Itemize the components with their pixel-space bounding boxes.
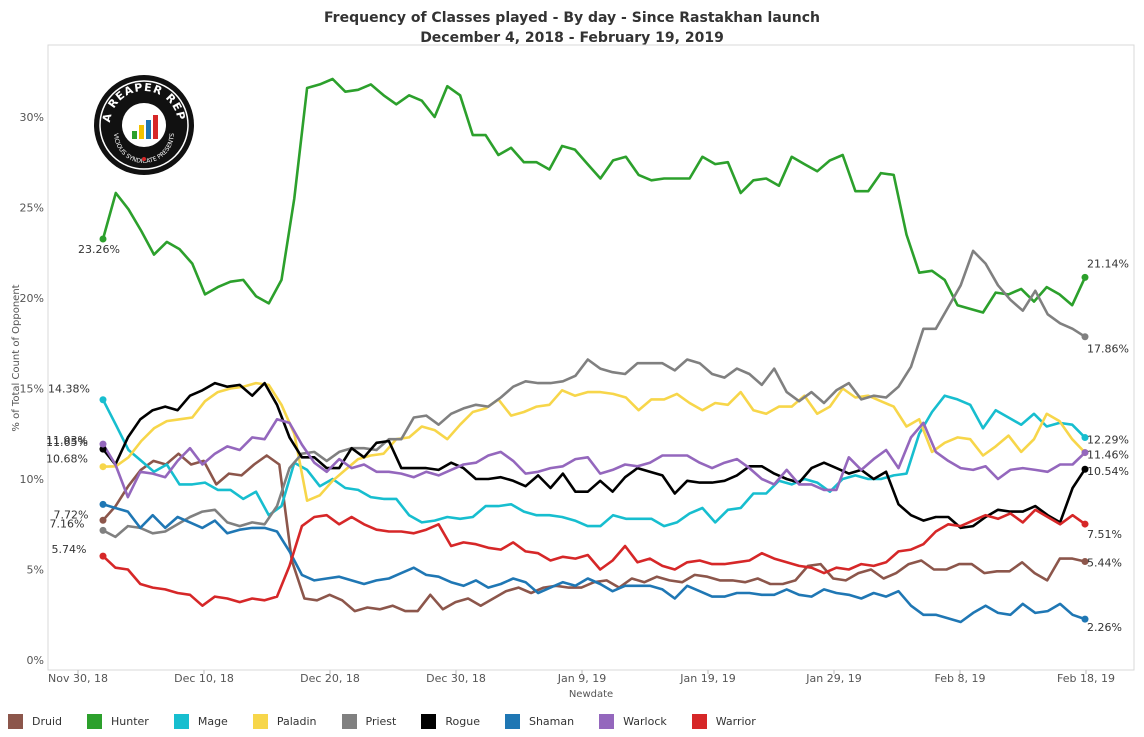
series-line-shaman	[102, 503, 1086, 624]
end-label-priest: 17.86%	[1087, 343, 1129, 356]
end-label-druid: 5.44%	[1087, 557, 1122, 570]
end-label-paladin: 11.46%	[1087, 449, 1129, 462]
start-label-paladin: 10.68%	[46, 453, 88, 466]
legend-swatch	[599, 713, 615, 729]
y-tick-label: 0%	[27, 654, 44, 667]
x-tick-label: Jan 9, 19	[557, 672, 606, 685]
series-start-point-priest	[99, 526, 107, 534]
legend-label: Mage	[197, 714, 228, 728]
start-label-priest: 7.16%	[50, 517, 85, 530]
x-tick-label: Dec 30, 18	[426, 672, 486, 685]
y-tick-label: 10%	[20, 473, 44, 486]
series-end-point-druid	[1081, 558, 1089, 566]
series-end-point-mage	[1081, 434, 1089, 442]
legend-swatch	[87, 713, 103, 729]
legend-item-hunter[interactable]: Hunter	[87, 713, 149, 729]
legend-swatch	[173, 713, 189, 729]
chart-title-block: Frequency of Classes played - By day - S…	[0, 8, 1144, 48]
legend-item-mage[interactable]: Mage	[173, 713, 228, 729]
y-axis-title: % of Total Count of Opponent	[11, 284, 22, 431]
series-start-point-druid	[99, 516, 107, 524]
legend-item-paladin[interactable]: Paladin	[252, 713, 317, 729]
start-label-hunter: 23.26%	[78, 243, 120, 256]
series-line-mage	[101, 394, 1086, 528]
chart-subtitle: December 4, 2018 - February 19, 2019	[420, 30, 724, 46]
series-start-point-warrior	[99, 552, 107, 560]
legend-label: Paladin	[276, 714, 317, 728]
x-tick-label: Dec 10, 18	[174, 672, 234, 685]
series-line-priest	[102, 249, 1086, 539]
start-label-warlock: 11.93%	[46, 434, 88, 447]
series-end-point-hunter	[1081, 273, 1089, 281]
legend-label: Warlock	[623, 714, 667, 728]
series-end-point-priest	[1081, 333, 1089, 341]
series-start-point-paladin	[99, 463, 107, 471]
x-tick-label: Feb 8, 19	[935, 672, 986, 685]
legend-swatch	[421, 713, 437, 729]
end-label-hunter: 21.14%	[1087, 257, 1129, 270]
legend-item-druid[interactable]: Druid	[8, 713, 63, 729]
chart-title: Frequency of Classes played - By day - S…	[324, 10, 820, 26]
end-label-rogue: 10.54%	[1087, 465, 1129, 478]
series-start-point-warlock	[99, 440, 107, 448]
legend-swatch	[691, 713, 707, 729]
legend-label: Hunter	[111, 714, 149, 728]
legend-swatch	[341, 713, 357, 729]
legend-label: Druid	[32, 714, 63, 728]
start-label-rogue: 11.65%	[46, 436, 88, 449]
series-start-point-rogue	[99, 445, 107, 453]
start-label-mage: 14.38%	[48, 383, 90, 396]
legend-swatch	[504, 713, 520, 729]
series-start-point-hunter	[99, 235, 107, 243]
legend-item-rogue[interactable]: Rogue	[421, 713, 480, 729]
y-tick-label: 5%	[27, 564, 44, 577]
legend-label: Rogue	[445, 714, 480, 728]
x-tick-label: Jan 29, 19	[805, 672, 861, 685]
legend-label: Warrior	[715, 714, 756, 728]
series-line-rogue	[101, 381, 1087, 530]
series-start-point-shaman	[99, 500, 107, 508]
legend-item-warrior[interactable]: Warrior	[691, 713, 756, 729]
start-label-warrior: 5.74%	[52, 543, 87, 556]
end-label-shaman: 2.26%	[1087, 621, 1122, 634]
legend-item-warlock[interactable]: Warlock	[599, 713, 667, 729]
x-tick-label: Dec 20, 18	[300, 672, 360, 685]
x-axis-title: Newdate	[569, 689, 613, 700]
series-line-warlock	[101, 418, 1086, 499]
legend-swatch	[8, 713, 23, 729]
series-end-point-rogue	[1081, 465, 1089, 473]
series-end-point-shaman	[1081, 615, 1089, 623]
series-line-warrior	[102, 508, 1086, 607]
y-tick-label: 15%	[20, 383, 44, 396]
series-start-point-mage	[99, 396, 107, 404]
end-label-mage: 12.29%	[1087, 434, 1129, 447]
y-tick-label: 30%	[20, 111, 44, 124]
end-label-warrior: 7.51%	[1087, 528, 1122, 541]
legend: Druid Hunter Mage Paladin Priest Rogue Shaman W…	[8, 711, 781, 731]
y-tick-label: 25%	[20, 202, 44, 215]
line-chart: 0% 5% 10% 15% 20% 25% 30% Nov 30, 18 Dec 10, 18…	[11, 44, 1135, 700]
series-line-druid	[102, 452, 1086, 613]
series-end-point-warlock	[1081, 449, 1089, 457]
start-label-druid: 7.72%	[54, 508, 89, 521]
plot-area	[47, 44, 1135, 671]
series-end-point-warrior	[1081, 520, 1089, 528]
legend-swatch	[252, 713, 268, 729]
series-line-hunter	[101, 77, 1087, 314]
legend-item-shaman[interactable]: Shaman	[504, 713, 575, 729]
legend-label: Shaman	[528, 714, 575, 728]
series-line-paladin	[102, 381, 1086, 502]
x-tick-label: Nov 30, 18	[48, 672, 108, 685]
legend-label: Priest	[365, 714, 397, 728]
legend-item-priest[interactable]: Priest	[341, 713, 397, 729]
data-reaper-report-logo: DATA REAPER REPORT VICIOUS SYNDICATE PRE…	[92, 73, 194, 175]
x-tick-label: Feb 18, 19	[1057, 672, 1115, 685]
y-tick-label: 20%	[20, 292, 44, 305]
x-tick-label: Jan 19, 19	[679, 672, 735, 685]
